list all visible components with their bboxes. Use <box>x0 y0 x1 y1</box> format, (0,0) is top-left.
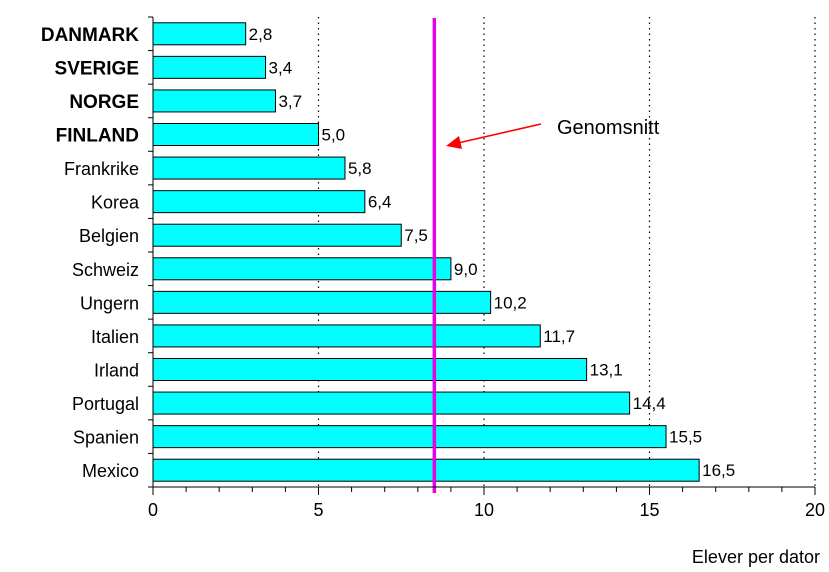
value-label-irland: 13,1 <box>590 361 623 380</box>
x-tick-labels: 0 5 10 15 20 <box>148 500 825 520</box>
category-label-sverige: SVERIGE <box>55 58 139 79</box>
category-label-norge: NORGE <box>69 92 139 113</box>
value-label-ungern: 10,2 <box>494 293 527 312</box>
x-tick-label-15: 15 <box>639 500 659 520</box>
category-label-korea: Korea <box>91 193 140 213</box>
category-labels: DANMARK SVERIGE NORGE FINLAND Frankrike Korea… <box>41 25 140 481</box>
value-label-portugal: 14,4 <box>633 394 666 413</box>
value-label-frankrike: 5,8 <box>348 159 372 178</box>
gridlines <box>317 17 816 487</box>
bar-sverige <box>152 55 267 79</box>
category-label-italien: Italien <box>91 327 139 347</box>
x-tick-label-20: 20 <box>805 500 825 520</box>
bar-finland <box>152 123 319 146</box>
bar-portugal <box>152 391 631 415</box>
value-label-korea: 6,4 <box>368 193 392 212</box>
bar-frankrike <box>152 156 346 180</box>
value-label-italien: 11,7 <box>543 327 575 346</box>
bar-norge <box>152 89 276 113</box>
average-line-group: Genomsnitt <box>432 18 660 493</box>
category-label-finland: FINLAND <box>56 126 139 147</box>
value-label-sverige: 3,4 <box>269 58 293 77</box>
bar-ungern <box>152 290 492 314</box>
average-arrow-head <box>446 136 462 149</box>
value-label-belgien: 7,5 <box>404 226 428 245</box>
axes <box>148 16 816 495</box>
x-tick-label-5: 5 <box>313 500 323 520</box>
average-label: Genomsnitt <box>557 117 660 139</box>
average-arrow-shaft <box>457 123 542 144</box>
value-label-finland: 5,0 <box>322 126 346 145</box>
bar-schweiz <box>152 257 452 281</box>
x-axis-title: Elever per dator <box>692 547 820 567</box>
category-label-belgien: Belgien <box>79 226 139 246</box>
bar-mexico <box>152 458 700 482</box>
category-label-mexico: Mexico <box>82 461 139 481</box>
x-tick-label-10: 10 <box>474 500 494 520</box>
category-label-danmark: DANMARK <box>41 25 139 46</box>
value-label-spanien: 15,5 <box>669 428 702 447</box>
bar-italien <box>152 324 541 348</box>
value-label-schweiz: 9,0 <box>454 260 478 279</box>
x-tick-label-0: 0 <box>148 500 158 520</box>
category-label-frankrike: Frankrike <box>64 159 139 179</box>
bars: 2,8 3,4 3,7 5,05,8 6,4 7,5 9,0 10,2 11,7 13,1 14,4… <box>152 22 735 482</box>
category-label-schweiz: Schweiz <box>72 260 139 280</box>
bar-spanien <box>152 425 667 449</box>
category-label-portugal: Portugal <box>72 394 139 414</box>
category-label-ungern: Ungern <box>80 293 139 313</box>
value-label-norge: 3,7 <box>278 92 302 111</box>
bar-danmark <box>152 22 247 46</box>
bar-korea <box>152 190 366 214</box>
category-label-spanien: Spanien <box>73 428 139 448</box>
value-label-danmark: 2,8 <box>249 25 273 44</box>
value-label-mexico: 16,5 <box>702 461 735 480</box>
bar-belgien <box>152 223 402 247</box>
category-label-irland: Irland <box>94 361 139 381</box>
bar-irland <box>152 358 588 381</box>
